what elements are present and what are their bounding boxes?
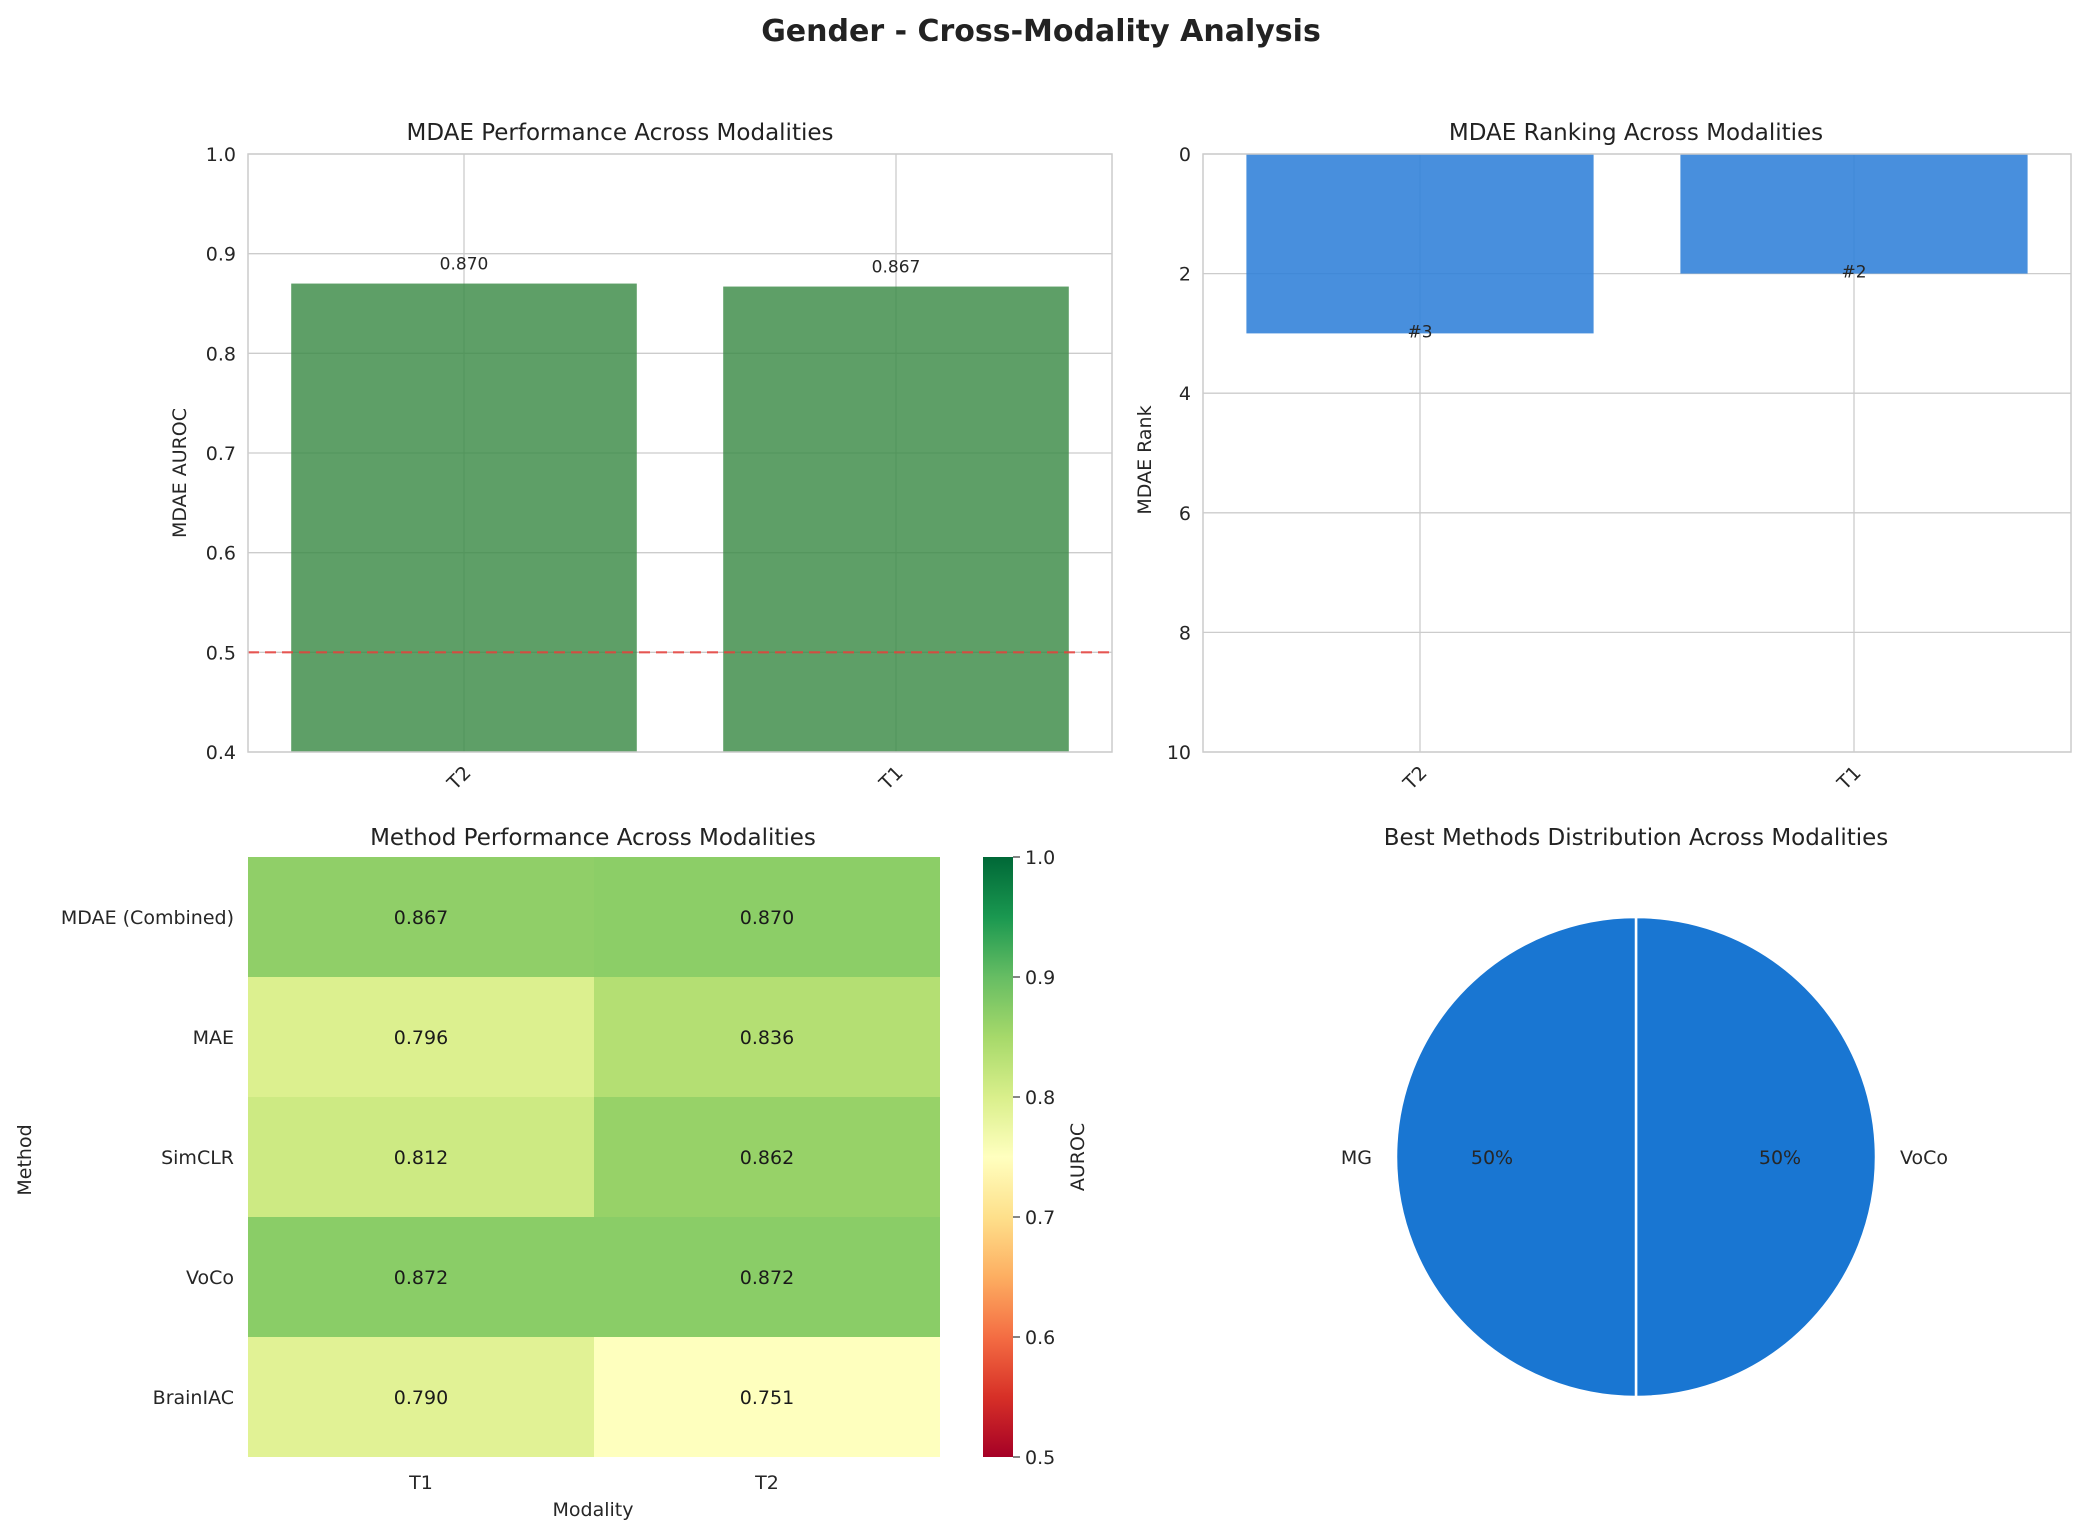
ranking-bar-chart: MDAE Ranking Across Modalities MDAE Rank… bbox=[1134, 120, 2072, 795]
performance-y-tick-label: 1.0 bbox=[206, 144, 236, 166]
ranking-y-tick-label: 2 bbox=[1179, 264, 1191, 286]
heatmap-cell-value: 0.790 bbox=[394, 1387, 448, 1409]
heatmap-column-label: T1 bbox=[408, 1472, 433, 1494]
heatmap-cell bbox=[248, 1337, 594, 1457]
ranking-bar-t1 bbox=[1680, 154, 2028, 274]
performance-y-tick-label: 0.7 bbox=[206, 443, 236, 465]
ranking-chart-title: MDAE Ranking Across Modalities bbox=[1449, 120, 1823, 146]
performance-y-tick-label: 0.9 bbox=[206, 244, 236, 266]
heatmap-cell bbox=[248, 857, 594, 977]
heatmap-cell-value: 0.751 bbox=[740, 1387, 794, 1409]
pie-slices bbox=[1394, 915, 1878, 1399]
heatmap-column-labels: T1 T2 bbox=[408, 1472, 779, 1494]
heatmap-cell bbox=[248, 1097, 594, 1217]
heatmap-cell bbox=[248, 1217, 594, 1337]
heatmap-cell-value: 0.872 bbox=[740, 1267, 794, 1289]
heatmap-cell-value: 0.872 bbox=[394, 1267, 448, 1289]
ranking-bars bbox=[1246, 154, 2028, 334]
performance-value-label: 0.867 bbox=[872, 258, 921, 278]
ranking-x-tick-label: T2 bbox=[1399, 762, 1432, 795]
heatmap-row-label: VoCo bbox=[186, 1267, 234, 1289]
pie-category-label: VoCo bbox=[1900, 1147, 1948, 1169]
performance-chart-title: MDAE Performance Across Modalities bbox=[407, 120, 834, 146]
heatmap-row-label: MAE bbox=[193, 1027, 234, 1049]
performance-bar-chart: MDAE Performance Across Modalities MDAE … bbox=[169, 120, 1113, 795]
ranking-bar-t2 bbox=[1246, 154, 1594, 334]
performance-y-ticks: 0.4 0.5 0.6 0.7 0.8 0.9 1.0 bbox=[206, 144, 236, 764]
pie-category-label: MG bbox=[1341, 1147, 1372, 1169]
ranking-x-tick-label: T1 bbox=[1833, 762, 1866, 795]
heatmap-cell-value: 0.836 bbox=[740, 1027, 794, 1049]
heatmap-cell bbox=[594, 1097, 940, 1217]
ranking-y-tick-label: 4 bbox=[1179, 383, 1191, 405]
pie-percent-label: 50% bbox=[1471, 1147, 1513, 1169]
heatmap-cell-value: 0.870 bbox=[740, 907, 794, 929]
ranking-y-tick-label: 8 bbox=[1179, 622, 1191, 644]
performance-x-tick-label: T1 bbox=[875, 762, 908, 795]
heatmap-cell-value: 0.867 bbox=[394, 907, 448, 929]
colorbar-label: AUROC bbox=[1067, 1123, 1089, 1191]
heatmap-cell bbox=[594, 977, 940, 1097]
pie-chart-title: Best Methods Distribution Across Modalit… bbox=[1384, 825, 1889, 851]
heatmap-row-labels: MDAE (Combined) MAE SimCLR VoCo BrainIAC bbox=[61, 907, 234, 1409]
heatmap-column-label: T2 bbox=[754, 1472, 779, 1494]
performance-x-tick-label: T2 bbox=[443, 762, 476, 795]
ranking-value-label: #2 bbox=[1841, 263, 1866, 283]
ranking-y-axis-label: MDAE Rank bbox=[1134, 405, 1156, 514]
performance-bars bbox=[291, 283, 1069, 752]
heatmap-row-label: SimCLR bbox=[161, 1147, 234, 1169]
heatmap-cell-value: 0.862 bbox=[740, 1147, 794, 1169]
performance-y-tick-label: 0.6 bbox=[206, 543, 236, 565]
ranking-x-ticks: T2 T1 bbox=[1399, 762, 1866, 795]
performance-plot-frame bbox=[247, 153, 1113, 753]
colorbar bbox=[983, 857, 1013, 1457]
colorbar-tick-label: 0.6 bbox=[1025, 1327, 1055, 1349]
performance-y-tick-label: 0.5 bbox=[206, 642, 236, 664]
ranking-value-label: #3 bbox=[1407, 322, 1432, 342]
heatmap-cells: 0.867 0.870 0.796 0.836 0.812 0.862 0.872 0.872… bbox=[248, 857, 940, 1457]
ranking-y-tick-label: 0 bbox=[1179, 144, 1191, 166]
ranking-y-ticks: 0 2 4 6 8 10 bbox=[1167, 144, 1191, 764]
performance-bar-t1 bbox=[723, 286, 1069, 752]
heatmap-cell-value: 0.812 bbox=[394, 1147, 448, 1169]
pie-percent-label: 50% bbox=[1759, 1147, 1801, 1169]
heatmap-cell bbox=[594, 1217, 940, 1337]
colorbar-tick-label: 0.9 bbox=[1025, 967, 1055, 989]
colorbar-tick-label: 0.5 bbox=[1025, 1447, 1055, 1469]
performance-value-label: 0.870 bbox=[440, 255, 489, 275]
best-methods-pie-chart: Best Methods Distribution Across Modalit… bbox=[1341, 825, 1948, 1399]
heatmap-row-label: MDAE (Combined) bbox=[61, 907, 234, 929]
heatmap-cell bbox=[594, 1337, 940, 1457]
figure-title: Gender - Cross-Modality Analysis bbox=[761, 14, 1321, 49]
pie-labels: 50% VoCo 50% MG bbox=[1341, 1147, 1948, 1169]
heatmap-cell-value: 0.796 bbox=[394, 1027, 448, 1049]
colorbar-ticks: 0.5 0.6 0.7 0.8 0.9 1.0 bbox=[1013, 847, 1055, 1469]
heatmap-title: Method Performance Across Modalities bbox=[370, 825, 816, 851]
performance-x-ticks: T2 T1 bbox=[443, 762, 908, 795]
pie-slice-mg bbox=[1394, 915, 1638, 1399]
heatmap-cell bbox=[594, 857, 940, 977]
performance-y-axis-label: MDAE AUROC bbox=[169, 408, 191, 538]
heatmap-y-axis-label: Method bbox=[14, 1124, 36, 1195]
colorbar-tick-label: 0.8 bbox=[1025, 1087, 1055, 1109]
ranking-y-tick-label: 6 bbox=[1179, 503, 1191, 525]
method-heatmap: Method Performance Across Modalities Met… bbox=[14, 825, 1089, 1521]
performance-bar-t2 bbox=[291, 283, 637, 752]
ranking-value-labels: #3 #2 bbox=[1407, 263, 1866, 343]
colorbar-tick-label: 1.0 bbox=[1025, 847, 1055, 869]
colorbar-tick-label: 0.7 bbox=[1025, 1207, 1055, 1229]
pie-slice-voco bbox=[1634, 915, 1878, 1399]
performance-y-tick-label: 0.8 bbox=[206, 343, 236, 365]
ranking-plot-frame bbox=[1202, 153, 2072, 753]
performance-y-tick-label: 0.4 bbox=[206, 742, 236, 764]
heatmap-x-axis-label: Modality bbox=[553, 1499, 634, 1521]
heatmap-cell bbox=[248, 977, 594, 1097]
heatmap-row-label: BrainIAC bbox=[153, 1387, 234, 1409]
performance-value-labels: 0.870 0.867 bbox=[440, 255, 921, 278]
ranking-y-tick-label: 10 bbox=[1167, 742, 1191, 764]
